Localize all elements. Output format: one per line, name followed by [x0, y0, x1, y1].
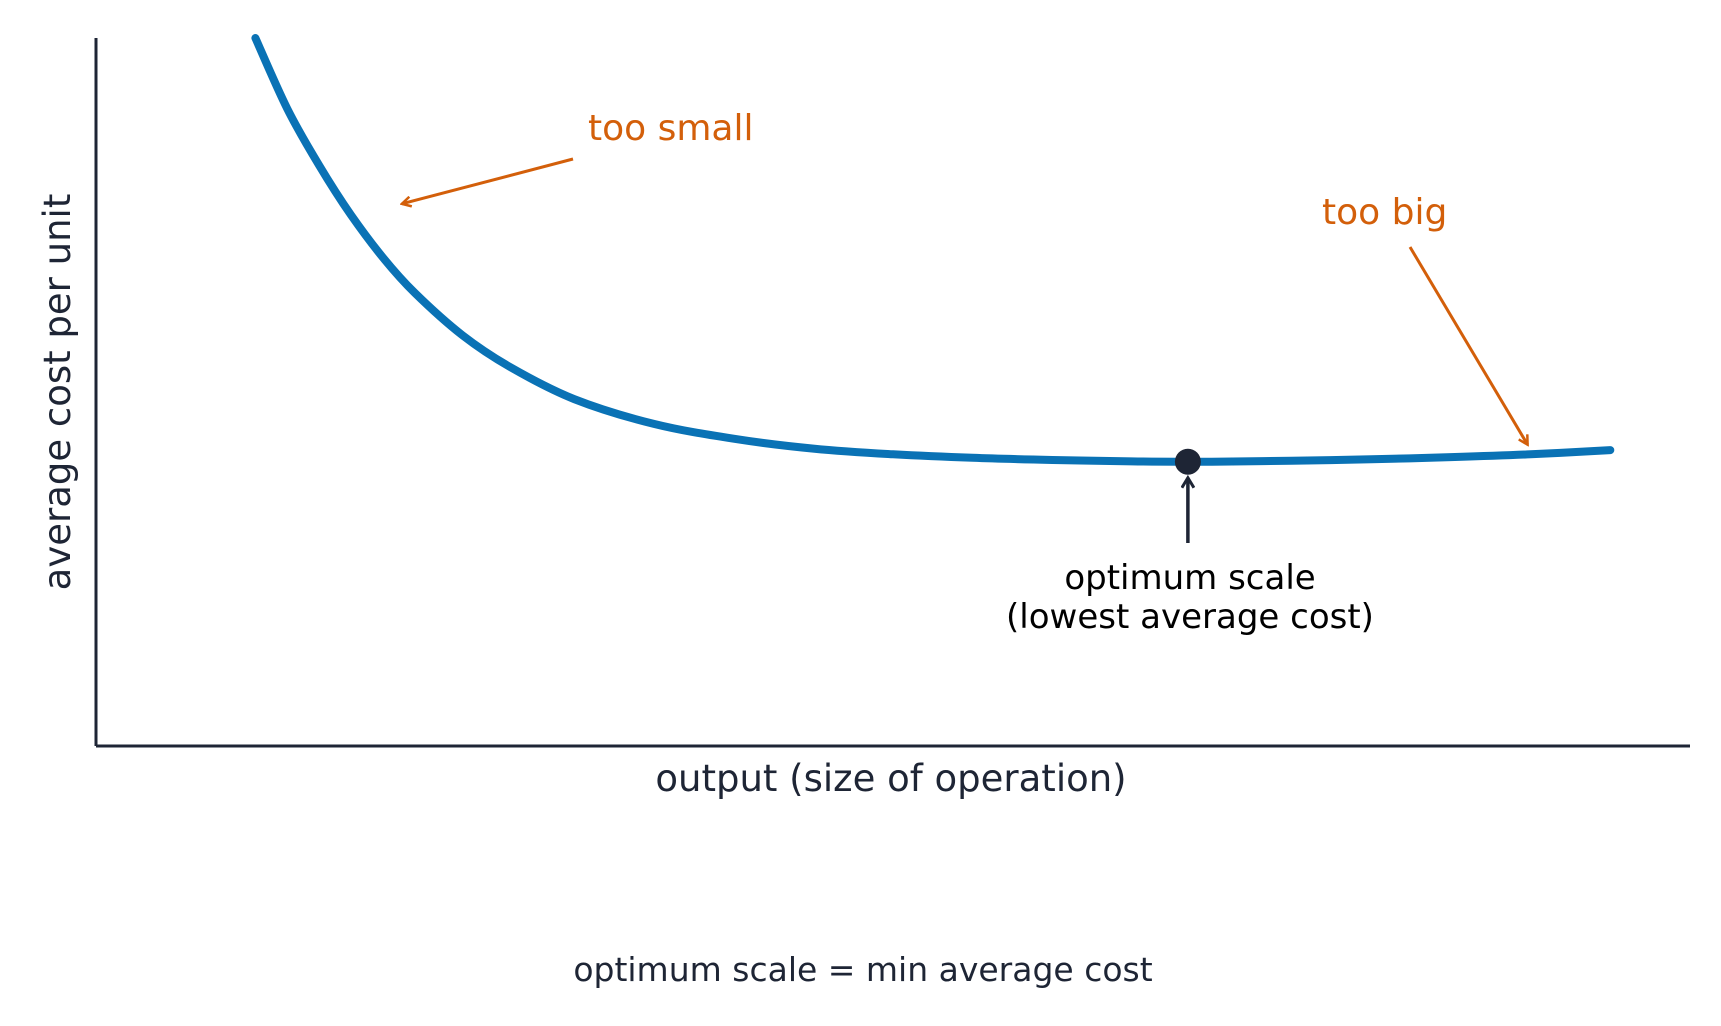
too-big-label: too big	[1322, 192, 1447, 233]
too-small-label: too small	[588, 108, 754, 149]
footer-caption: optimum scale = min average cost	[573, 950, 1152, 989]
optimum-point	[1174, 448, 1201, 475]
optimum-label-line-1: optimum scale	[1064, 558, 1315, 598]
optimum-label-line-2: (lowest average cost)	[1006, 597, 1374, 637]
average-cost-curve	[251, 34, 1615, 466]
too-big-arrow	[1408, 246, 1528, 445]
too-small-arrow	[402, 157, 574, 204]
y-axis-label: average cost per unit	[36, 194, 79, 591]
axes	[94, 38, 1690, 748]
x-axis-label: output (size of operation)	[655, 757, 1126, 800]
